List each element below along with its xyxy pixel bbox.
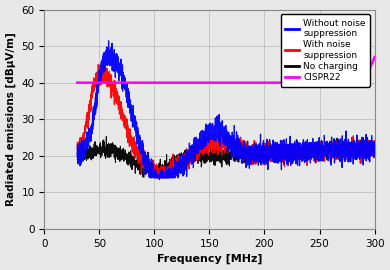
- X-axis label: Frequency [MHz]: Frequency [MHz]: [157, 254, 262, 264]
- Y-axis label: Radiated emissions [dBμV/m]: Radiated emissions [dBμV/m]: [5, 32, 16, 206]
- Legend: Without noise
suppression, With noise
suppression, No charging, CISPR22: Without noise suppression, With noise su…: [280, 14, 370, 87]
